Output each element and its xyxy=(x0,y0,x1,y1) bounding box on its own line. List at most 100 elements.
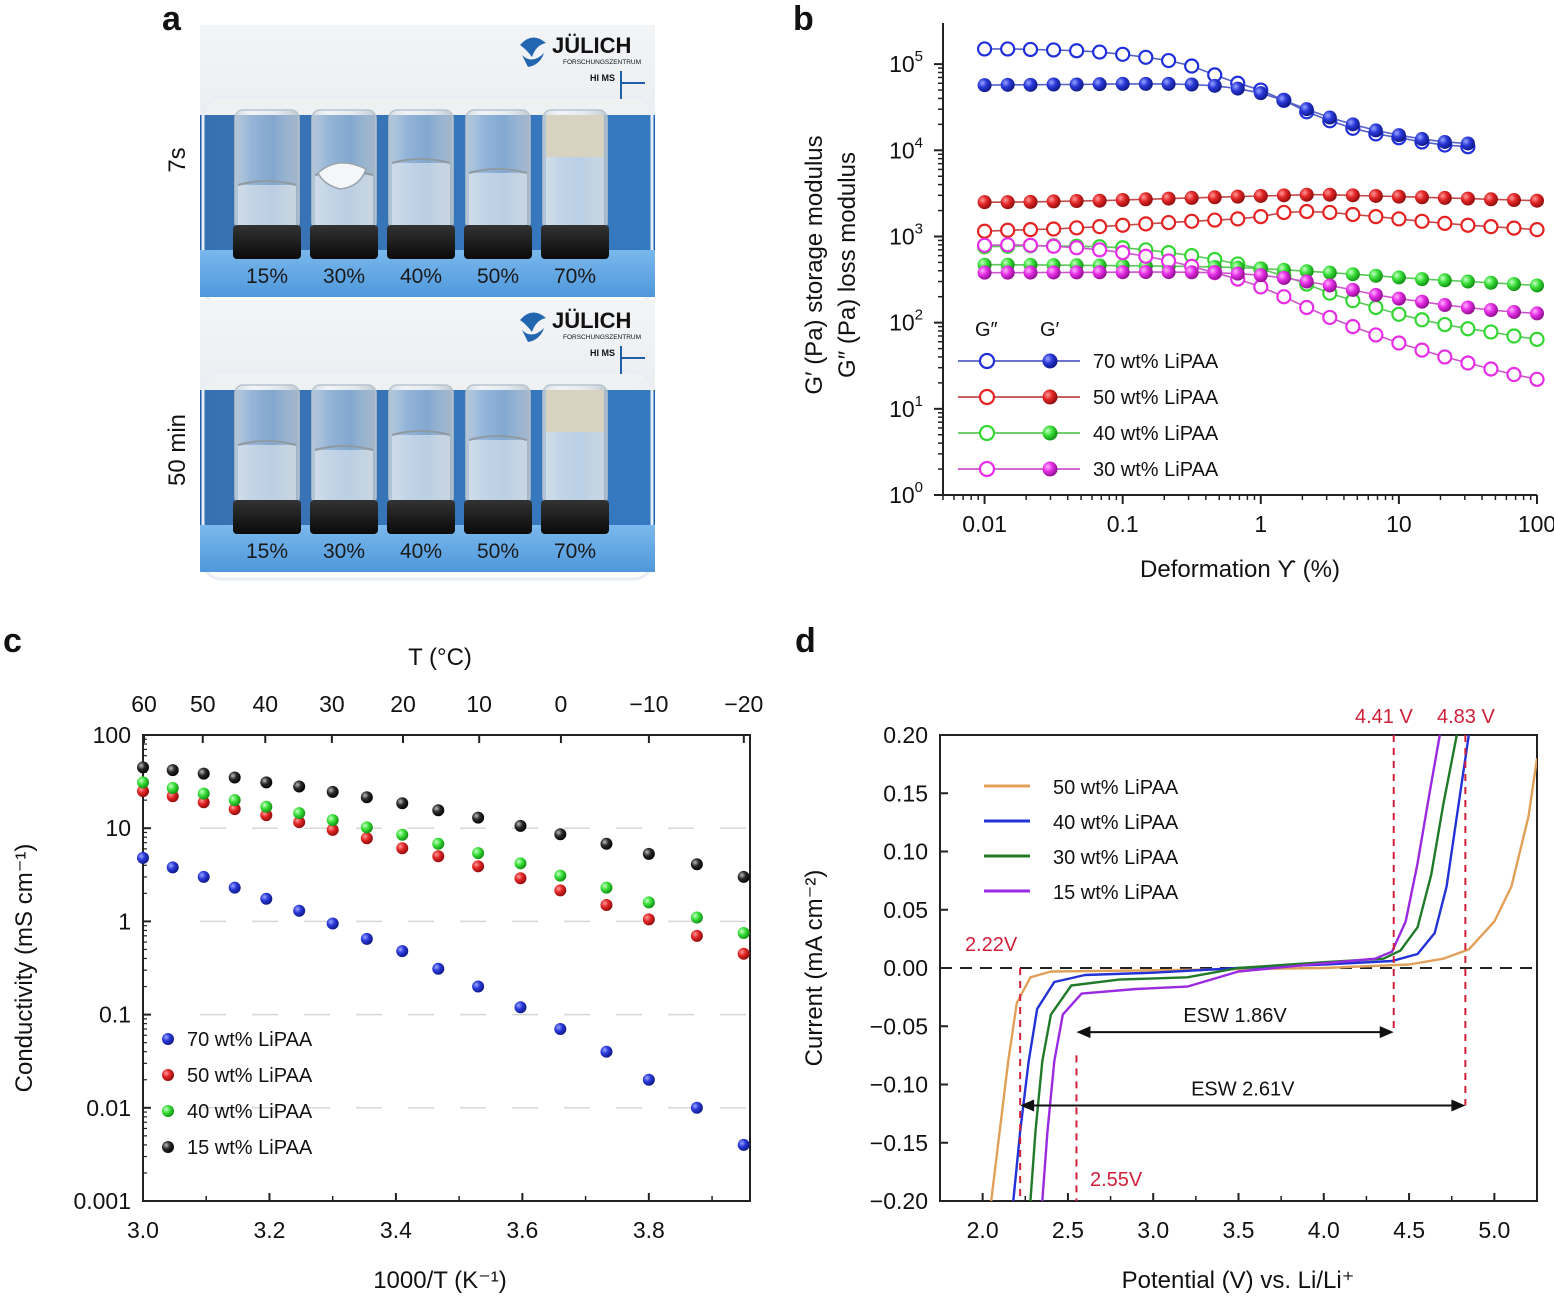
b-point-filled xyxy=(1368,188,1383,203)
b-y-tick-base: 10 xyxy=(889,223,915,249)
b-point-filled xyxy=(977,78,992,93)
b-point-filled xyxy=(1276,93,1291,108)
c-point xyxy=(600,881,613,894)
b-point-filled xyxy=(1345,117,1360,132)
b-series-1 xyxy=(976,187,1545,239)
vial: 30% xyxy=(310,384,378,563)
b-point-filled xyxy=(1230,81,1245,96)
vial-cap xyxy=(387,500,455,534)
b-point-filled xyxy=(1069,193,1084,208)
b-point-filled xyxy=(1161,265,1176,280)
b-point-filled xyxy=(1483,192,1498,207)
d-esw-arrowhead xyxy=(1076,1026,1091,1039)
b-point-open xyxy=(1483,324,1499,340)
c-y-tick-label: 1 xyxy=(118,908,131,934)
d-legend-label: 50 wt% LiPAA xyxy=(1053,777,1179,799)
b-point-open xyxy=(1022,222,1039,238)
vial-meniscus xyxy=(237,440,297,446)
c-point xyxy=(326,814,339,827)
b-point-open xyxy=(1160,214,1177,231)
vial: 30% xyxy=(310,109,378,288)
b-point-filled xyxy=(1483,303,1498,318)
c-point xyxy=(360,832,373,845)
b-point-filled xyxy=(1069,77,1084,92)
vial-liquid xyxy=(546,420,604,505)
c-point xyxy=(472,847,485,860)
b-point-filled xyxy=(1115,192,1130,207)
vial-meniscus xyxy=(237,180,297,186)
b-point-open xyxy=(1391,211,1407,227)
b-point-filled xyxy=(1460,300,1475,315)
b-x-tick-label: 10 xyxy=(1386,511,1412,537)
c-point xyxy=(554,869,567,882)
c-legend-marker xyxy=(162,1069,174,1081)
b-point-open xyxy=(1529,331,1545,347)
c-y-tick-label: 100 xyxy=(93,722,131,748)
d-y-tick-label: 0.05 xyxy=(883,897,928,923)
c-top-tick-label: 60 xyxy=(131,691,157,717)
vial-liquid xyxy=(315,450,373,505)
c-point xyxy=(690,929,703,942)
b-point-filled xyxy=(1415,132,1430,147)
d-series-curve xyxy=(1041,735,1441,1201)
c-point xyxy=(137,851,149,864)
b-point-filled xyxy=(1253,188,1268,203)
c-x-tick-label: 3.6 xyxy=(506,1217,538,1243)
c-x-tick-label: 3.0 xyxy=(127,1217,159,1243)
b-point-filled xyxy=(1345,267,1360,282)
b-point-filled xyxy=(977,265,992,280)
vial-label: 15% xyxy=(246,265,288,288)
b-point-filled xyxy=(1506,304,1521,319)
b-point-filled xyxy=(1437,298,1452,313)
vial-liquid xyxy=(546,145,604,230)
b-legend-open-marker xyxy=(978,424,996,442)
b-point-filled xyxy=(1230,189,1245,204)
d-y-tick-label: −0.05 xyxy=(870,1013,928,1039)
b-point-open xyxy=(1022,41,1039,58)
d-series-curve xyxy=(1029,735,1458,1201)
vial-label: 30% xyxy=(323,265,365,288)
b-point-filled xyxy=(1415,294,1430,309)
vial-label: 70% xyxy=(554,540,596,563)
b-point-filled xyxy=(977,195,992,210)
c-point xyxy=(642,1073,655,1086)
c-series-2 xyxy=(137,776,750,940)
b-point-filled xyxy=(1184,77,1199,92)
b-point-open xyxy=(1368,327,1384,343)
vial-label: 50% xyxy=(477,265,519,288)
b-point-filled xyxy=(1046,77,1061,92)
b-point-filled xyxy=(1184,265,1199,280)
vial-meniscus xyxy=(391,430,451,436)
b-y-tick-base: 10 xyxy=(889,396,915,422)
b-legend-filled-marker xyxy=(1042,425,1058,441)
c-point xyxy=(472,860,485,873)
vial-meniscus xyxy=(468,168,528,174)
b-point-open xyxy=(976,223,993,239)
b-legend-filled-marker xyxy=(1042,461,1058,477)
c-point xyxy=(737,870,750,883)
c-point xyxy=(690,911,703,924)
c-top-axis-label: T (°C) xyxy=(408,644,472,671)
c-top-tick-label: 50 xyxy=(190,691,216,717)
vial-cap xyxy=(310,225,378,259)
c-point xyxy=(514,872,527,885)
b-point-filled xyxy=(1253,268,1268,283)
c-point xyxy=(396,797,409,810)
b-point-filled xyxy=(1230,266,1245,281)
b-point-open xyxy=(1000,237,1016,253)
d-y-tick-label: −0.15 xyxy=(870,1130,928,1156)
b-point-filled xyxy=(1345,188,1360,203)
b-point-filled xyxy=(1161,191,1176,206)
b-point-filled xyxy=(1345,282,1360,297)
vial-label: 50% xyxy=(477,540,519,563)
b-point-filled xyxy=(1530,193,1544,208)
c-point xyxy=(600,1045,613,1058)
b-point-open xyxy=(976,237,993,253)
b-point-filled xyxy=(1092,265,1107,280)
c-top-tick-label: −10 xyxy=(629,691,668,717)
b-point-filled xyxy=(1138,76,1153,91)
c-point xyxy=(396,828,409,841)
b-y-tick-label: 100 xyxy=(889,479,923,508)
